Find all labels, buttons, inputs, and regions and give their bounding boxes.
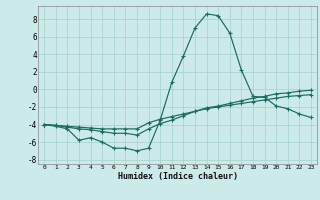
X-axis label: Humidex (Indice chaleur): Humidex (Indice chaleur) — [118, 172, 238, 181]
